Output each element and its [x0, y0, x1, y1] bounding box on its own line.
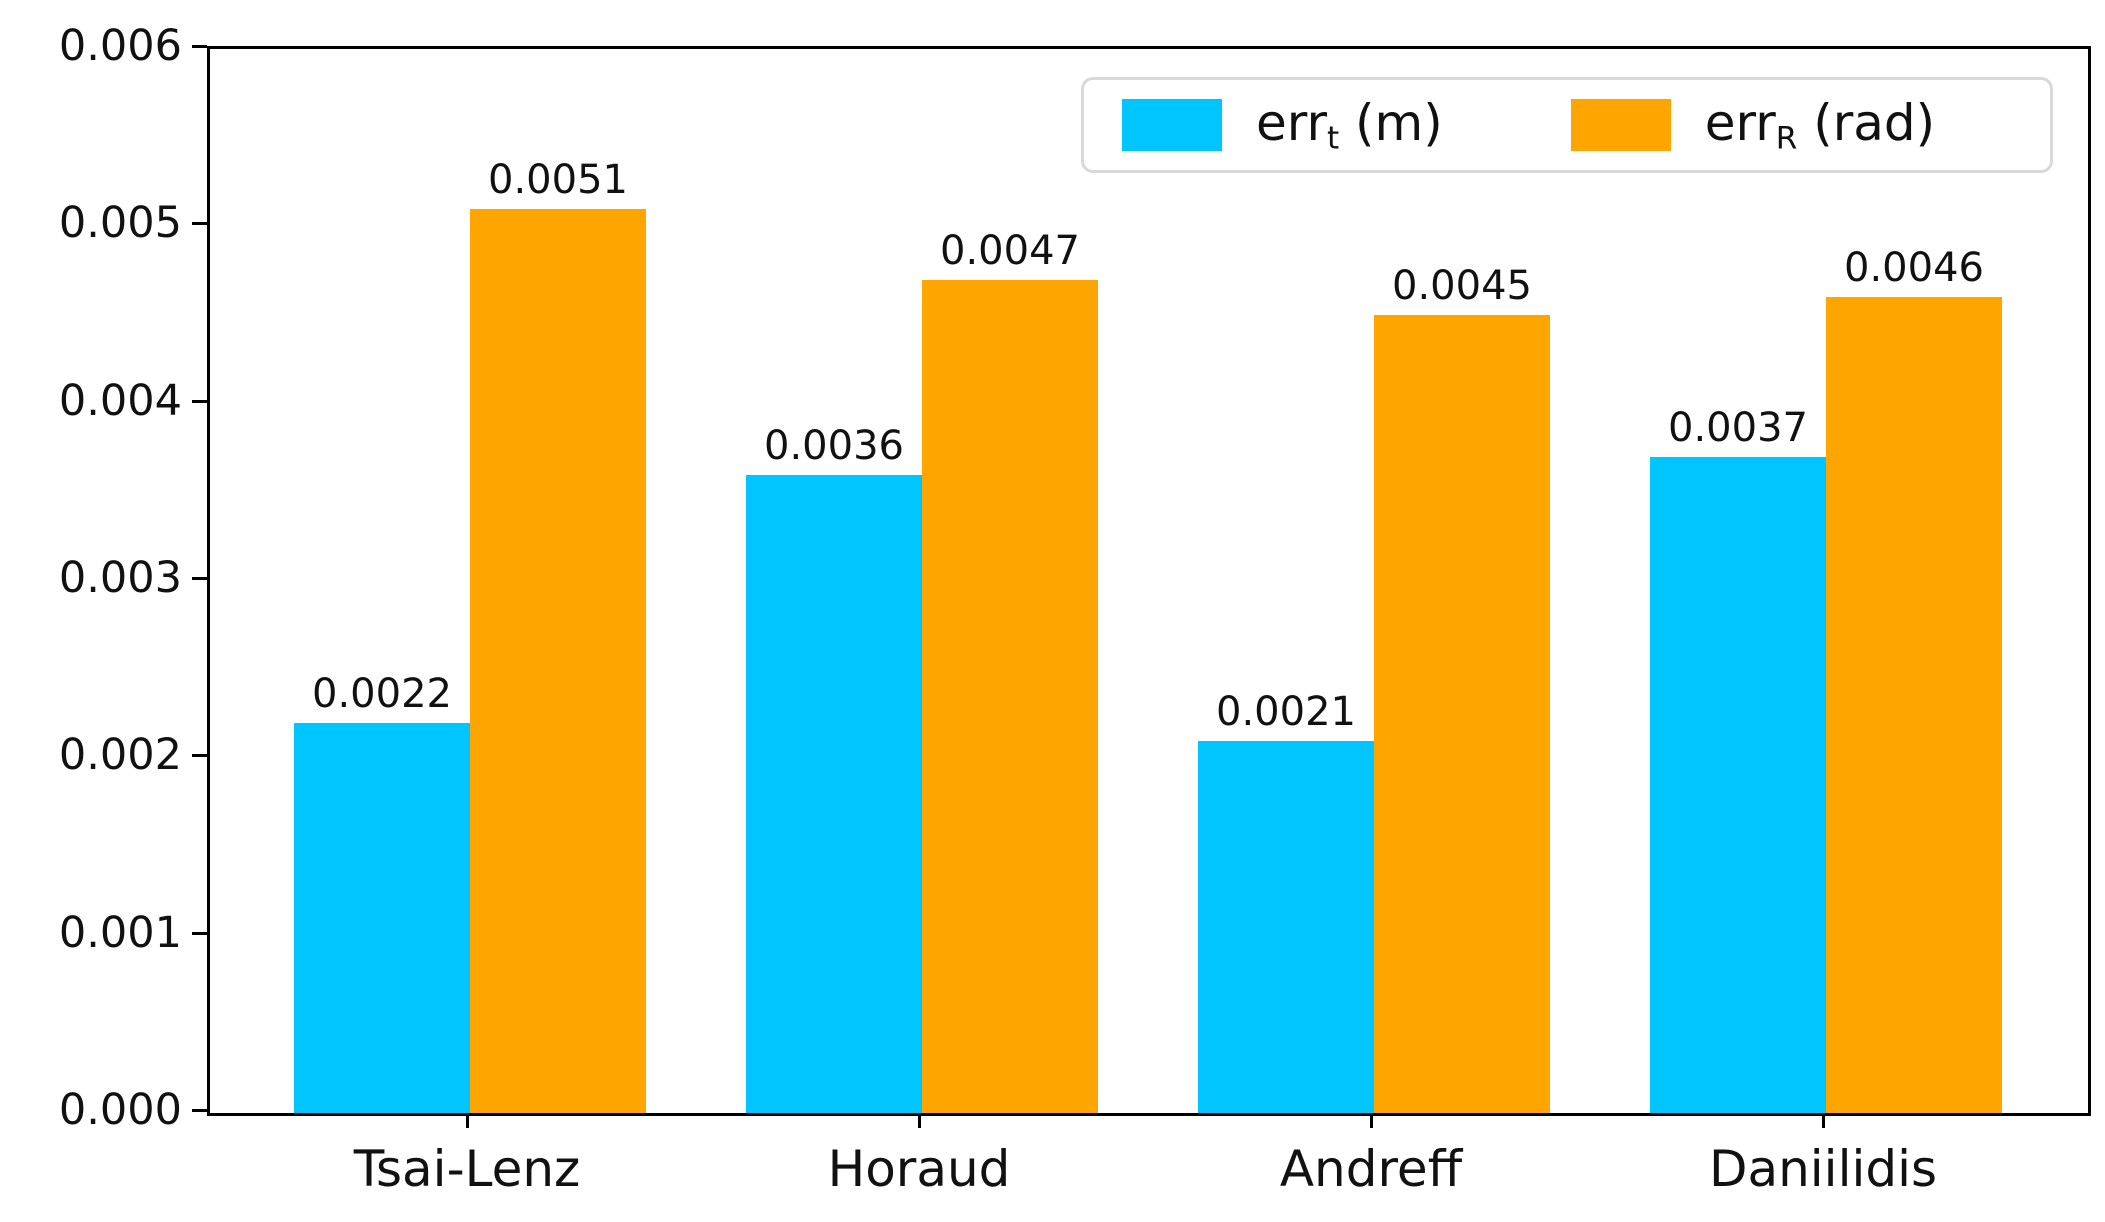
bar-value-label: 0.0037: [1668, 405, 1808, 451]
x-tick-label-horaud: Horaud: [827, 1140, 1011, 1198]
bar-value-label: 0.0047: [940, 228, 1080, 274]
bar-err-R-tsai-lenz: [470, 209, 646, 1113]
bar-value-label: 0.0046: [1844, 245, 1984, 291]
bar-err-t-andreff: [1198, 741, 1374, 1113]
y-axis-tick-mark: [192, 577, 207, 580]
bar-err-R-daniilidis: [1826, 297, 2002, 1113]
x-axis-tick-mark: [1370, 1113, 1373, 1128]
x-axis-tick-mark: [466, 1113, 469, 1128]
x-tick-label-andreff: Andreff: [1279, 1140, 1463, 1198]
y-axis-tick-mark: [192, 222, 207, 226]
x-axis-tick-mark: [1822, 1113, 1825, 1128]
bar-err-t-daniilidis: [1650, 457, 1826, 1113]
legend: errt (m) errR (rad): [1081, 77, 2053, 173]
y-axis-tick-mark: [192, 754, 207, 758]
y-tick-label: 0.003: [58, 553, 182, 603]
bar-err-R-andreff: [1374, 315, 1550, 1113]
legend-label-err-R: errR (rad): [1704, 93, 1936, 157]
y-tick-label: 0.000: [58, 1085, 182, 1135]
y-tick-label: 0.004: [58, 375, 182, 426]
x-tick-label-daniilidis: Daniilidis: [1708, 1140, 1938, 1198]
legend-swatch-orange: [1570, 98, 1671, 151]
y-axis-tick-mark: [192, 1109, 207, 1112]
bar-value-label: 0.0036: [764, 423, 904, 469]
bar-value-label: 0.0045: [1392, 263, 1532, 309]
legend-swatch-cyan: [1122, 98, 1222, 151]
bar-err-R-horaud: [922, 280, 1098, 1113]
y-axis-tick-mark: [192, 931, 207, 935]
x-axis-tick-mark: [918, 1113, 921, 1128]
bar-value-label: 0.0051: [488, 157, 628, 203]
bar-value-label: 0.0022: [312, 671, 452, 717]
legend-label-err-t: errt (m): [1256, 93, 1443, 157]
y-tick-label: 0.005: [58, 198, 182, 249]
bar-value-label: 0.0021: [1216, 689, 1356, 735]
plot-area: errt (m) errR (rad) 0.0022 0.0051 0.0036 0.…: [207, 46, 2091, 1116]
y-tick-label: 0.002: [58, 730, 182, 781]
y-tick-label: 0.006: [58, 21, 182, 71]
y-axis-tick-mark: [192, 399, 207, 403]
legend-entry-err-R: errR (rad): [1570, 93, 1936, 157]
y-tick-label: 0.001: [58, 907, 182, 958]
x-tick-label-tsai-lenz: Tsai-Lenz: [353, 1140, 581, 1198]
bar-err-t-horaud: [746, 475, 922, 1113]
y-axis-tick-mark: [192, 45, 207, 48]
bar-err-t-tsai-lenz: [294, 723, 470, 1113]
legend-entry-err-t: errt (m): [1122, 93, 1443, 157]
